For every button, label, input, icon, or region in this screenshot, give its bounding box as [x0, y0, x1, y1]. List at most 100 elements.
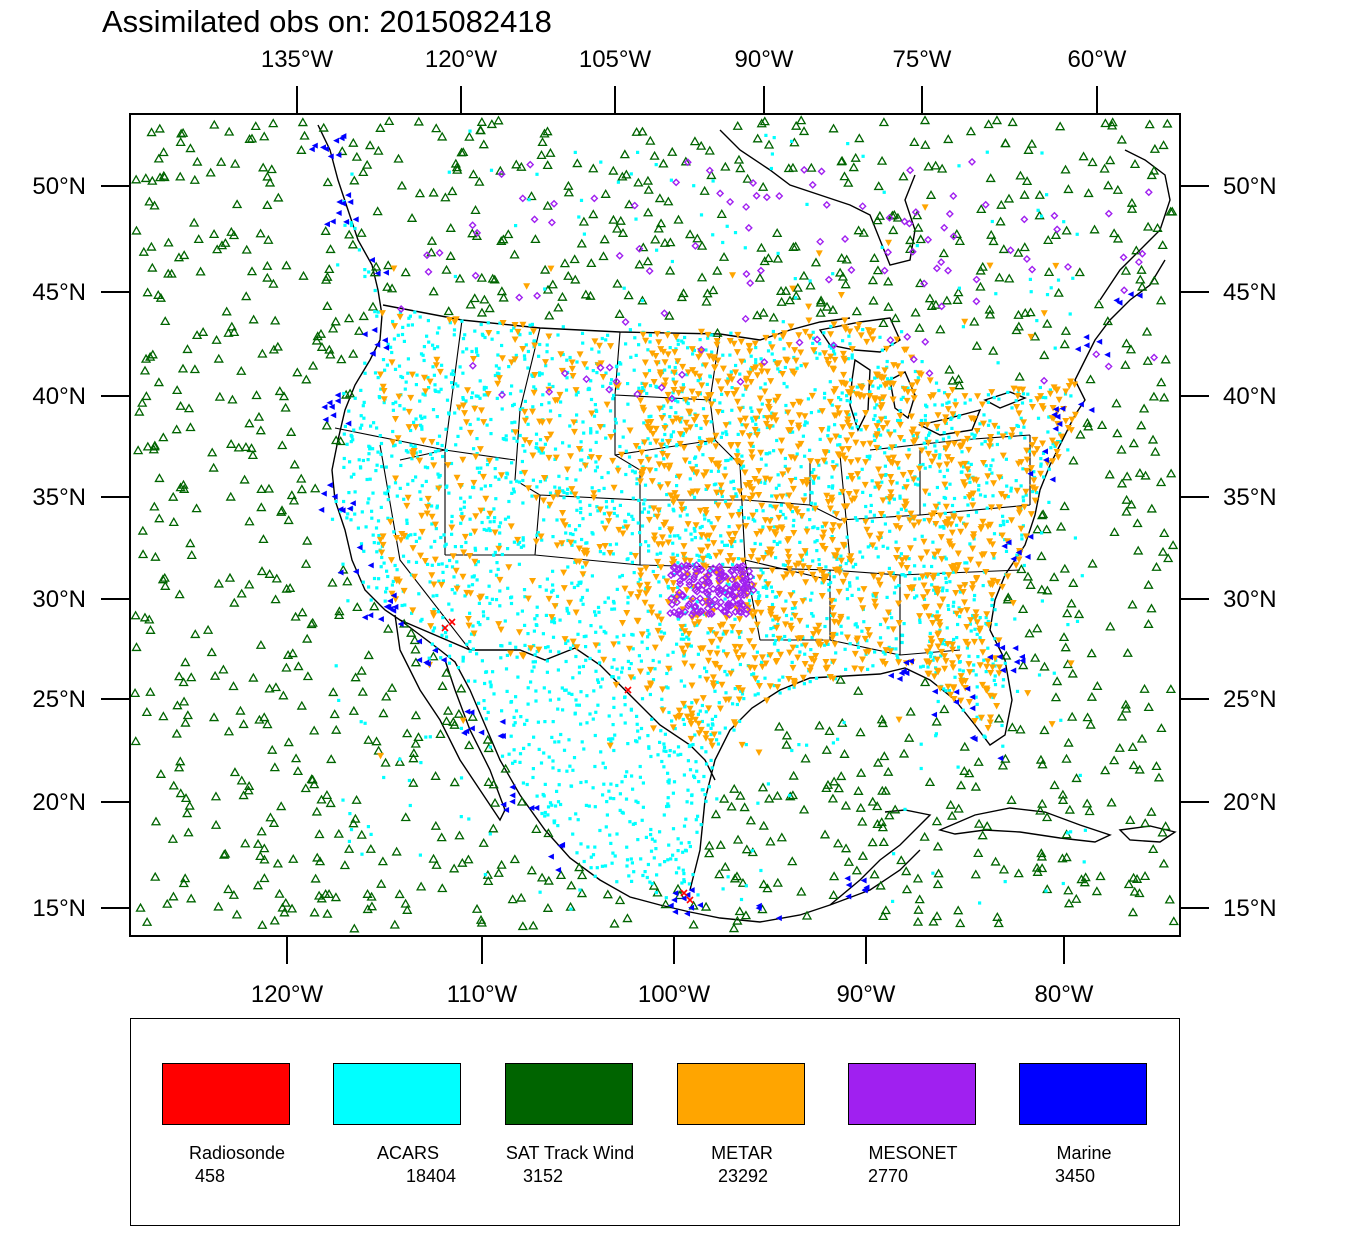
acars-marker [766, 349, 771, 353]
metar-marker [631, 553, 639, 560]
acars-marker [566, 565, 570, 569]
acars-marker [585, 694, 589, 698]
acars-marker [635, 477, 639, 481]
sat-track-wind-marker [471, 903, 483, 913]
metar-marker [619, 530, 627, 538]
metar-marker [925, 517, 933, 525]
acars-marker [643, 498, 647, 502]
acars-marker [833, 598, 837, 602]
sat-track-wind-marker [841, 254, 852, 264]
acars-marker [610, 378, 614, 382]
sat-track-wind-marker [155, 292, 167, 302]
sat-track-wind-marker [209, 119, 220, 129]
metar-marker [806, 333, 814, 341]
acars-marker [497, 372, 501, 376]
sat-track-wind-marker [144, 196, 155, 206]
acars-marker [981, 584, 985, 588]
acars-marker [721, 632, 725, 636]
acars-marker [1036, 416, 1041, 420]
acars-marker [562, 496, 566, 500]
acars-marker [543, 478, 547, 482]
metar-marker [682, 396, 690, 404]
metar-marker [956, 584, 964, 592]
metar-marker [869, 328, 877, 335]
sat-track-wind-marker [226, 226, 237, 236]
metar-marker [810, 474, 818, 482]
metar-marker [963, 607, 971, 614]
sat-track-wind-marker [1034, 189, 1045, 199]
acars-marker [861, 328, 865, 332]
acars-marker [474, 347, 478, 351]
acars-marker [459, 507, 463, 511]
sat-track-wind-marker [848, 162, 859, 172]
acars-marker [695, 769, 699, 773]
sat-track-wind-marker [324, 264, 335, 274]
sat-track-wind-marker [731, 871, 743, 881]
metar-marker [881, 382, 889, 389]
metar-marker [933, 423, 941, 431]
acars-marker [551, 588, 555, 592]
acars-marker [367, 444, 371, 448]
acars-marker [476, 417, 480, 421]
acars-marker [606, 596, 610, 600]
metar-marker [934, 412, 942, 419]
acars-marker [578, 500, 582, 504]
acars-marker [374, 469, 378, 473]
metar-marker [705, 705, 713, 712]
metar-marker [772, 417, 780, 424]
acars-marker [668, 346, 672, 350]
acars-marker [603, 864, 608, 868]
sat-track-wind-marker [923, 161, 934, 171]
acars-marker [984, 670, 988, 674]
acars-marker [651, 569, 655, 574]
metar-marker [889, 396, 897, 404]
sat-track-wind-marker [276, 801, 287, 811]
acars-marker [1078, 773, 1082, 777]
sat-track-wind-marker [256, 826, 267, 836]
sat-track-wind-marker [366, 891, 377, 901]
acars-marker [532, 735, 536, 739]
sat-track-wind-marker [1116, 444, 1127, 454]
metar-marker [859, 656, 867, 664]
acars-marker [590, 486, 594, 490]
acars-marker [845, 587, 849, 591]
sat-track-wind-marker [643, 207, 654, 217]
sat-track-wind-marker [815, 307, 826, 317]
sat-track-wind-marker [1060, 164, 1071, 174]
acars-marker [1035, 319, 1039, 323]
metar-marker [606, 742, 614, 750]
acars-marker [367, 452, 371, 456]
acars-marker [553, 447, 558, 451]
acars-marker [966, 503, 970, 507]
sat-track-wind-marker [386, 682, 398, 692]
acars-marker [1051, 442, 1055, 446]
acars-marker [1001, 684, 1005, 688]
sat-track-wind-marker [1059, 339, 1070, 349]
acars-marker [701, 407, 706, 411]
metar-marker [432, 362, 440, 369]
acars-marker [779, 503, 783, 507]
acars-marker [548, 409, 553, 413]
sat-track-wind-marker [781, 739, 792, 749]
acars-marker [919, 418, 923, 423]
sat-track-wind-marker [1059, 501, 1070, 511]
metar-marker [1071, 411, 1079, 419]
acars-marker [392, 444, 396, 448]
acars-marker [902, 622, 906, 626]
metar-marker [839, 350, 847, 358]
acars-marker [1014, 479, 1018, 483]
metar-marker [734, 398, 742, 406]
sat-track-wind-marker [649, 150, 660, 160]
acars-marker [978, 636, 982, 640]
acars-marker [651, 658, 655, 663]
sat-track-wind-marker [246, 266, 258, 276]
sat-track-wind-marker [774, 721, 785, 731]
sat-track-wind-marker [277, 902, 288, 912]
acars-marker [883, 522, 887, 526]
metar-marker [675, 473, 683, 481]
acars-marker [641, 386, 645, 390]
acars-marker [615, 832, 619, 836]
metar-marker [637, 458, 645, 466]
metar-marker [714, 378, 722, 385]
sat-track-wind-marker [478, 139, 489, 149]
